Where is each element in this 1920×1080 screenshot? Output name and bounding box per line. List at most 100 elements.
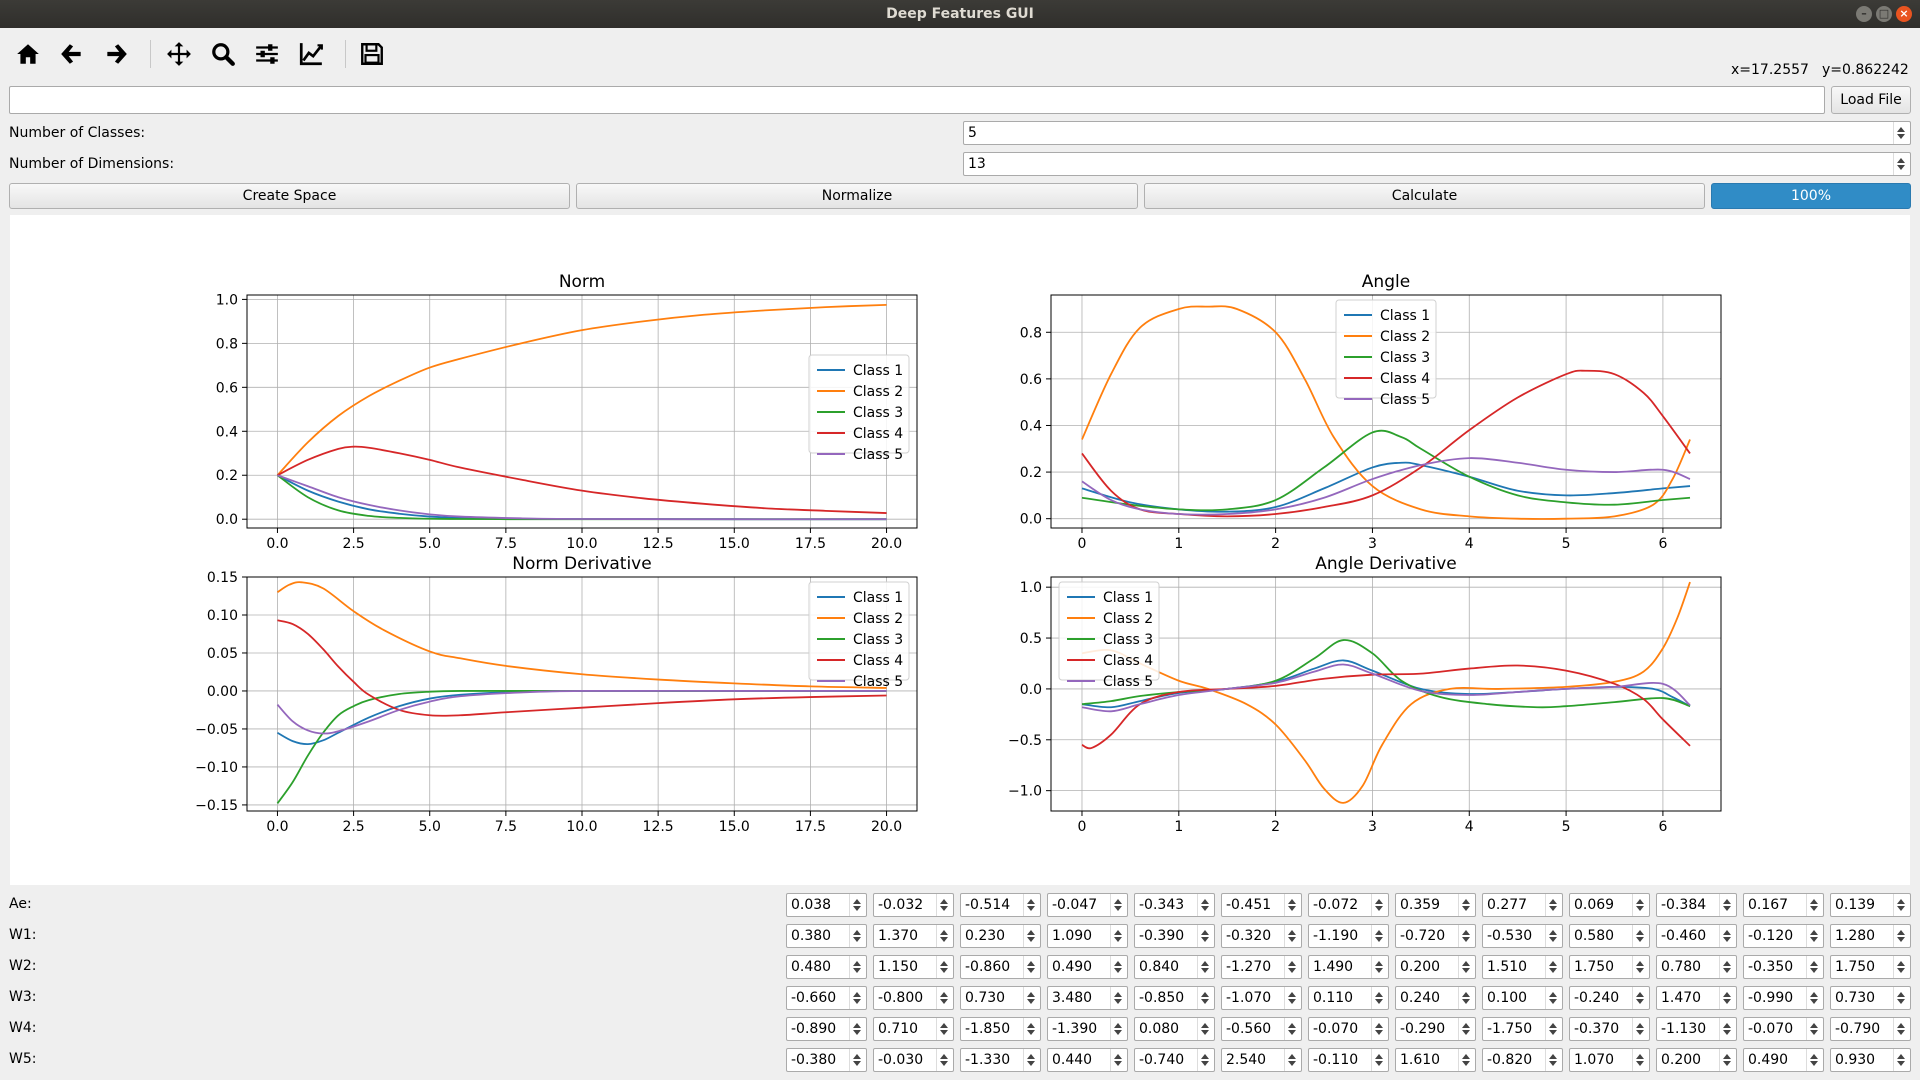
weight-spinbox[interactable]: -1.130 bbox=[1656, 1017, 1737, 1041]
spin-arrows-icon[interactable] bbox=[1806, 894, 1823, 916]
weight-spinbox[interactable]: -0.460 bbox=[1656, 924, 1737, 948]
spin-arrows-icon[interactable] bbox=[1110, 1018, 1127, 1040]
spin-arrows-icon[interactable] bbox=[1632, 956, 1649, 978]
weight-spinbox[interactable]: 0.710 bbox=[873, 1017, 954, 1041]
spin-arrows-icon[interactable] bbox=[1197, 894, 1214, 916]
spin-arrows-icon[interactable] bbox=[1197, 987, 1214, 1009]
weight-spinbox[interactable]: 0.277 bbox=[1482, 893, 1563, 917]
spin-arrows-icon[interactable] bbox=[1458, 894, 1475, 916]
weight-spinbox[interactable]: 0.139 bbox=[1830, 893, 1911, 917]
weight-spinbox[interactable]: 1.490 bbox=[1308, 955, 1389, 979]
weight-spinbox[interactable]: 0.240 bbox=[1395, 986, 1476, 1010]
weight-spinbox[interactable]: -0.384 bbox=[1656, 893, 1737, 917]
weight-spinbox[interactable]: -0.390 bbox=[1134, 924, 1215, 948]
spin-arrows-icon[interactable] bbox=[1893, 925, 1910, 947]
weight-spinbox[interactable]: -1.190 bbox=[1308, 924, 1389, 948]
spin-arrows-icon[interactable] bbox=[1893, 122, 1910, 144]
weight-spinbox[interactable]: 0.840 bbox=[1134, 955, 1215, 979]
file-path-input[interactable] bbox=[9, 86, 1825, 114]
weight-spinbox[interactable]: -0.120 bbox=[1743, 924, 1824, 948]
weight-spinbox[interactable]: -0.451 bbox=[1221, 893, 1302, 917]
spin-arrows-icon[interactable] bbox=[1545, 925, 1562, 947]
spin-arrows-icon[interactable] bbox=[1632, 987, 1649, 1009]
weight-spinbox[interactable]: -0.350 bbox=[1743, 955, 1824, 979]
weight-spinbox[interactable]: -1.390 bbox=[1047, 1017, 1128, 1041]
weight-spinbox[interactable]: 1.150 bbox=[873, 955, 954, 979]
spin-arrows-icon[interactable] bbox=[1110, 894, 1127, 916]
create-space-button[interactable]: Create Space bbox=[9, 183, 570, 209]
weight-spinbox[interactable]: 0.730 bbox=[960, 986, 1041, 1010]
edit-axes-icon[interactable] bbox=[295, 38, 327, 70]
back-arrow-icon[interactable] bbox=[56, 38, 88, 70]
spin-arrows-icon[interactable] bbox=[1371, 1018, 1388, 1040]
weight-spinbox[interactable]: -0.320 bbox=[1221, 924, 1302, 948]
weight-spinbox[interactable]: 0.100 bbox=[1482, 986, 1563, 1010]
spin-arrows-icon[interactable] bbox=[1893, 153, 1910, 175]
weight-spinbox[interactable]: 1.090 bbox=[1047, 924, 1128, 948]
spin-arrows-icon[interactable] bbox=[1719, 1018, 1736, 1040]
spin-arrows-icon[interactable] bbox=[1110, 987, 1127, 1009]
spin-arrows-icon[interactable] bbox=[849, 894, 866, 916]
spin-arrows-icon[interactable] bbox=[936, 956, 953, 978]
spin-arrows-icon[interactable] bbox=[1719, 894, 1736, 916]
spin-arrows-icon[interactable] bbox=[1632, 1049, 1649, 1071]
spin-arrows-icon[interactable] bbox=[1458, 1049, 1475, 1071]
weight-spinbox[interactable]: 0.200 bbox=[1656, 1048, 1737, 1072]
weight-spinbox[interactable]: 0.359 bbox=[1395, 893, 1476, 917]
weight-spinbox[interactable]: 0.200 bbox=[1395, 955, 1476, 979]
weight-spinbox[interactable]: -0.343 bbox=[1134, 893, 1215, 917]
spin-arrows-icon[interactable] bbox=[1458, 1018, 1475, 1040]
plot-canvas[interactable]: 0.0 2.5 5.0 7.5 10.0 12.5 15.0 17.5 20.0 0.0 0.2 0.… bbox=[10, 215, 1910, 885]
spin-arrows-icon[interactable] bbox=[1719, 925, 1736, 947]
classes-spinbox[interactable]: 5 bbox=[963, 121, 1911, 145]
spin-arrows-icon[interactable] bbox=[1284, 987, 1301, 1009]
weight-spinbox[interactable]: 1.510 bbox=[1482, 955, 1563, 979]
spin-arrows-icon[interactable] bbox=[1197, 956, 1214, 978]
close-icon[interactable]: × bbox=[1896, 6, 1912, 22]
spin-arrows-icon[interactable] bbox=[1632, 894, 1649, 916]
spin-arrows-icon[interactable] bbox=[1458, 987, 1475, 1009]
save-icon[interactable] bbox=[356, 38, 388, 70]
weight-spinbox[interactable]: -0.290 bbox=[1395, 1017, 1476, 1041]
weight-spinbox[interactable]: -0.110 bbox=[1308, 1048, 1389, 1072]
weight-spinbox[interactable]: 0.080 bbox=[1134, 1017, 1215, 1041]
spin-arrows-icon[interactable] bbox=[849, 1018, 866, 1040]
spin-arrows-icon[interactable] bbox=[1284, 1018, 1301, 1040]
weight-spinbox[interactable]: -0.890 bbox=[786, 1017, 867, 1041]
weight-spinbox[interactable]: -1.850 bbox=[960, 1017, 1041, 1041]
spin-arrows-icon[interactable] bbox=[936, 894, 953, 916]
spin-arrows-icon[interactable] bbox=[1458, 925, 1475, 947]
forward-arrow-icon[interactable] bbox=[100, 38, 132, 70]
spin-arrows-icon[interactable] bbox=[936, 987, 953, 1009]
spin-arrows-icon[interactable] bbox=[1197, 1018, 1214, 1040]
weight-spinbox[interactable]: -0.660 bbox=[786, 986, 867, 1010]
spin-arrows-icon[interactable] bbox=[1893, 1049, 1910, 1071]
dimensions-spinbox[interactable]: 13 bbox=[963, 152, 1911, 176]
weight-spinbox[interactable]: -0.370 bbox=[1569, 1017, 1650, 1041]
spin-arrows-icon[interactable] bbox=[1023, 1018, 1040, 1040]
weight-spinbox[interactable]: -1.330 bbox=[960, 1048, 1041, 1072]
spin-arrows-icon[interactable] bbox=[1023, 1049, 1040, 1071]
weight-spinbox[interactable]: 0.110 bbox=[1308, 986, 1389, 1010]
weight-spinbox[interactable]: -0.740 bbox=[1134, 1048, 1215, 1072]
weight-spinbox[interactable]: 0.440 bbox=[1047, 1048, 1128, 1072]
spin-arrows-icon[interactable] bbox=[1371, 894, 1388, 916]
weight-spinbox[interactable]: -0.070 bbox=[1743, 1017, 1824, 1041]
spin-arrows-icon[interactable] bbox=[1632, 1018, 1649, 1040]
weight-spinbox[interactable]: -0.860 bbox=[960, 955, 1041, 979]
spin-arrows-icon[interactable] bbox=[1284, 956, 1301, 978]
spin-arrows-icon[interactable] bbox=[1023, 956, 1040, 978]
spin-arrows-icon[interactable] bbox=[1545, 1018, 1562, 1040]
weight-spinbox[interactable]: 1.370 bbox=[873, 924, 954, 948]
weight-spinbox[interactable]: -0.720 bbox=[1395, 924, 1476, 948]
weight-spinbox[interactable]: 0.480 bbox=[786, 955, 867, 979]
spin-arrows-icon[interactable] bbox=[1110, 925, 1127, 947]
home-icon[interactable] bbox=[12, 38, 44, 70]
weight-spinbox[interactable]: -0.240 bbox=[1569, 986, 1650, 1010]
spin-arrows-icon[interactable] bbox=[936, 1049, 953, 1071]
weight-spinbox[interactable]: -0.032 bbox=[873, 893, 954, 917]
weight-spinbox[interactable]: 0.069 bbox=[1569, 893, 1650, 917]
spin-arrows-icon[interactable] bbox=[1545, 956, 1562, 978]
spin-arrows-icon[interactable] bbox=[1284, 1049, 1301, 1071]
spin-arrows-icon[interactable] bbox=[1023, 925, 1040, 947]
